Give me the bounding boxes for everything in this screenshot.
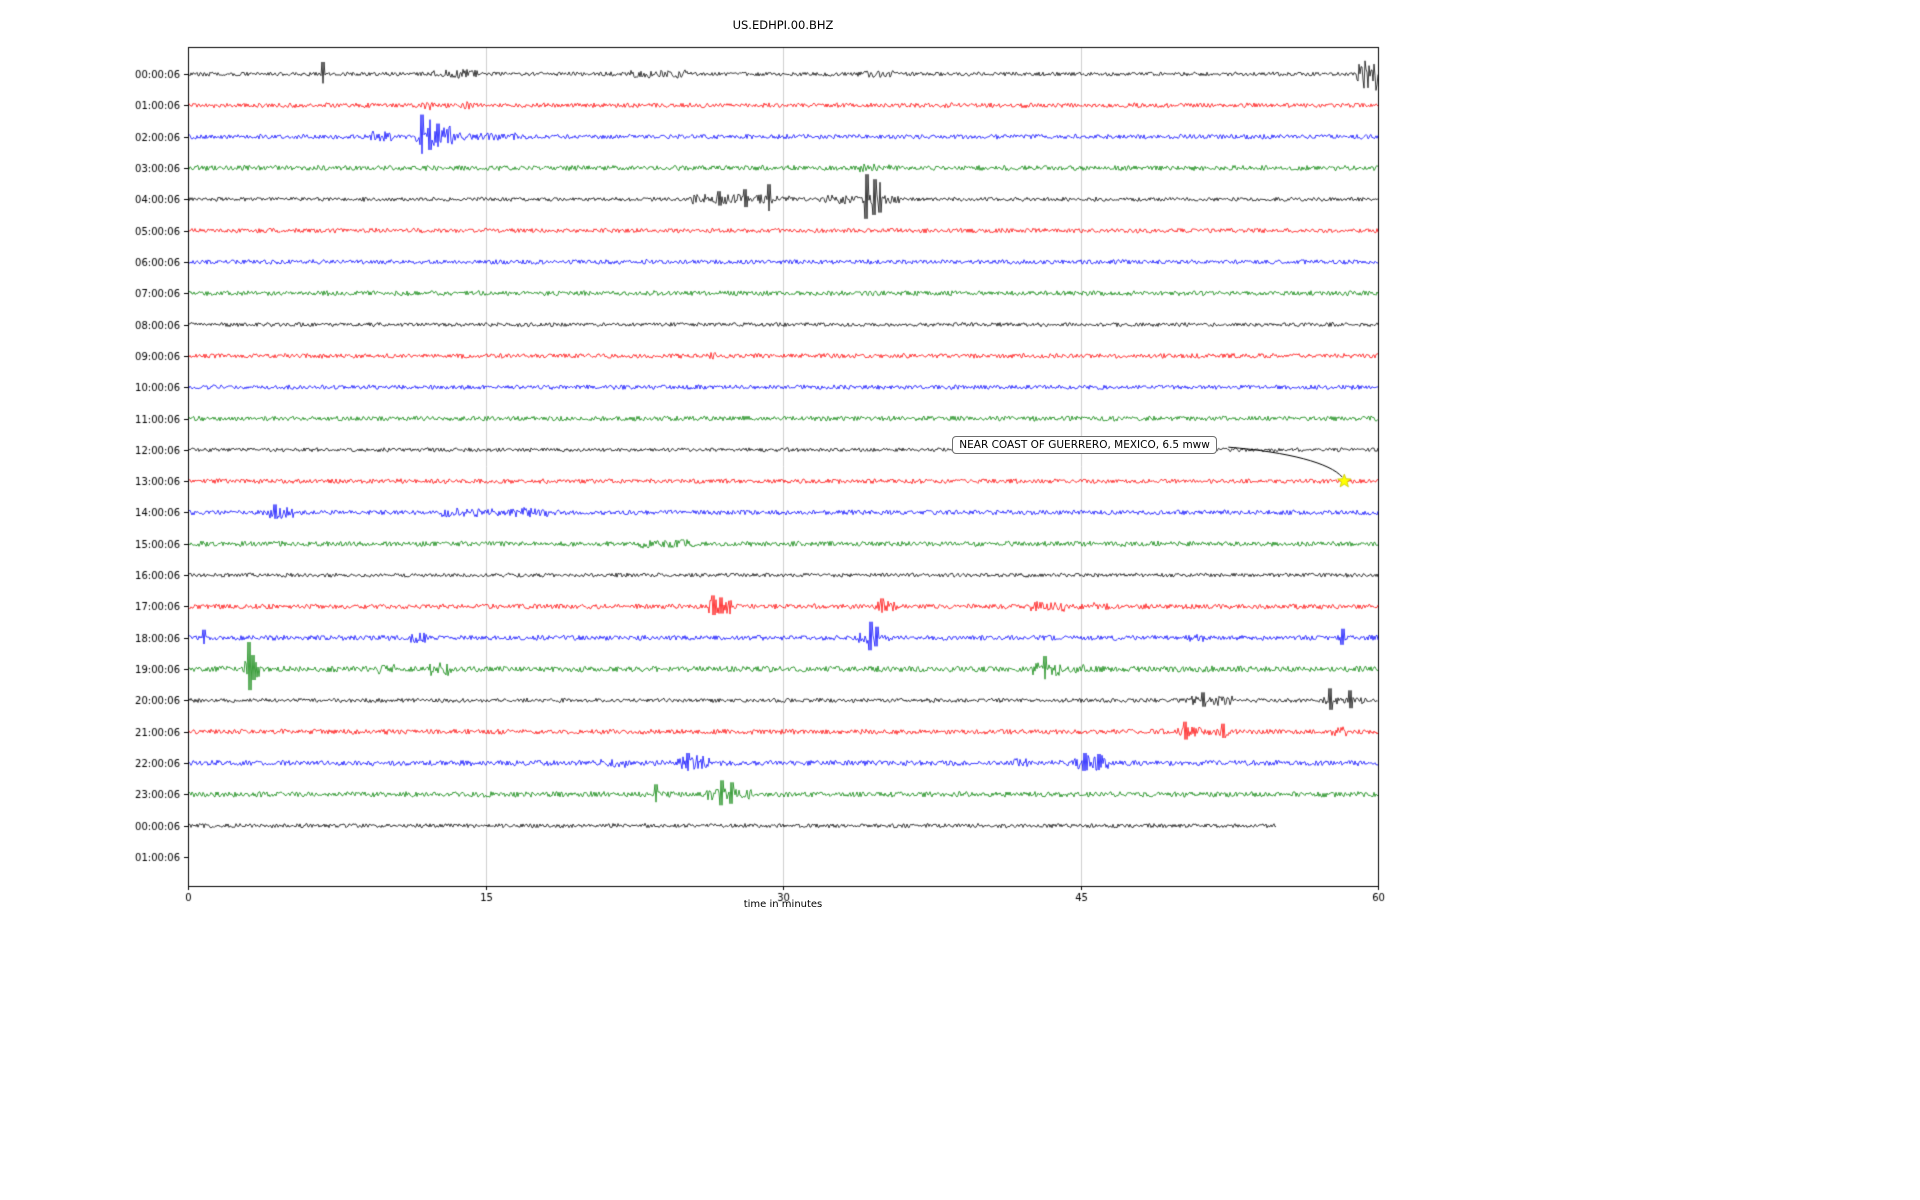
event-annotation: NEAR COAST OF GUERRERO, MEXICO, 6.5 mww	[952, 436, 1217, 455]
chart-title: US.EDHPI.00.BHZ	[732, 18, 834, 32]
x-axis-label: time in minutes	[743, 899, 823, 910]
